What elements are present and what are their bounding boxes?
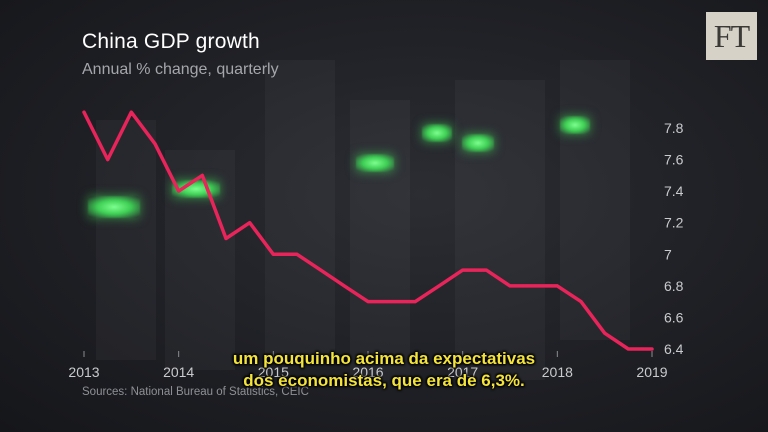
data-point [579,300,583,304]
data-point [461,268,465,272]
data-point [106,158,110,162]
x-tick-label-2017: 2017 [447,364,478,380]
data-point [271,252,275,256]
x-tick-label-2014: 2014 [163,364,194,380]
chart-subtitle: Annual % change, quarterly [82,61,279,78]
data-point [555,284,559,288]
data-point [82,110,86,114]
data-point [200,173,204,177]
data-point [153,142,157,146]
video-subtitle-line-2: dos economistas, que era de 6,3%. [243,371,525,390]
data-point [484,268,488,272]
data-point [177,189,181,193]
y-tick-label-7.4: 7.4 [664,183,684,199]
x-tick-label-2015: 2015 [258,364,289,380]
source-note: Sources: National Bureau of Statistics, … [82,386,309,398]
y-tick-label-7: 7 [664,246,672,262]
y-tick-label-7.8: 7.8 [664,120,684,136]
data-point [248,221,252,225]
y-tick-label-7.6: 7.6 [664,152,684,168]
data-point [650,347,654,351]
data-point [626,347,630,351]
data-point [342,284,346,288]
x-tick-label-2016: 2016 [352,364,383,380]
gdp-series-line-0 [82,110,654,351]
chart-title: China GDP growth [82,30,260,53]
data-point [319,268,323,272]
data-point [295,252,299,256]
y-tick-label-6.6: 6.6 [664,309,684,325]
data-point [413,300,417,304]
data-point [532,284,536,288]
data-point [603,331,607,335]
data-point [437,284,441,288]
y-tick-label-6.4: 6.4 [664,341,684,357]
data-point [366,300,370,304]
x-tick-label-2018: 2018 [542,364,573,380]
y-tick-label-6.8: 6.8 [664,278,684,294]
data-point [508,284,512,288]
data-point [129,110,133,114]
data-point [224,237,228,240]
data-point [390,300,394,304]
video-subtitle-line-1: um pouquinho acima da expectativas [232,349,536,368]
ft-logo: FT [706,12,757,60]
y-tick-label-7.2: 7.2 [664,215,684,231]
x-tick-label-2013: 2013 [68,364,99,380]
x-tick-label-2019: 2019 [636,364,667,380]
